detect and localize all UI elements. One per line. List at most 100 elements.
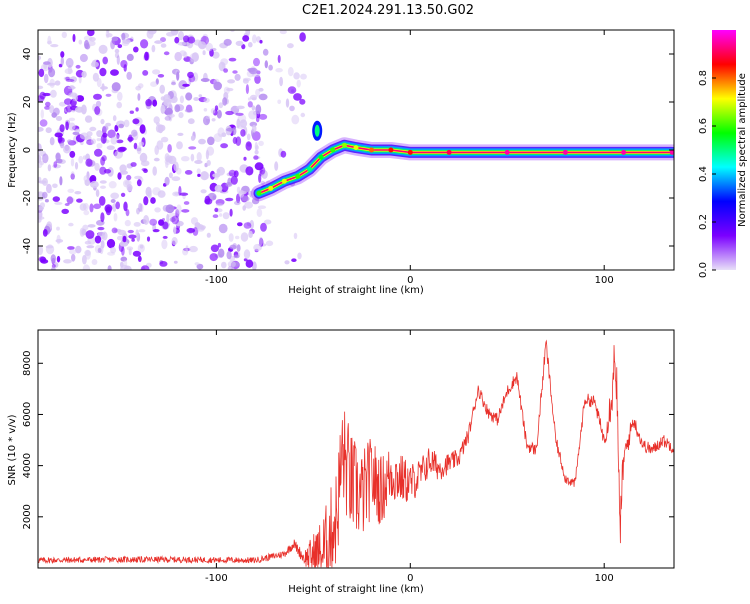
noise-blob: [87, 224, 96, 228]
noise-blob: [223, 38, 232, 46]
noise-blob: [68, 222, 74, 227]
noise-blob: [119, 241, 129, 247]
noise-blob: [64, 98, 72, 105]
noise-blob: [110, 69, 119, 76]
noise-blob: [55, 158, 63, 164]
signal-trace-point: [407, 149, 413, 155]
noise-blob: [246, 133, 251, 141]
noise-blob: [243, 258, 248, 262]
noise-blob: [76, 198, 83, 203]
noise-blob: [99, 67, 107, 77]
noise-blob: [126, 71, 132, 80]
noise-blob: [94, 162, 100, 171]
noise-blob: [114, 48, 120, 54]
noise-blob: [78, 155, 84, 164]
noise-blob: [161, 239, 168, 250]
noise-blob: [72, 131, 80, 136]
noise-blob: [193, 97, 200, 101]
noise-blob: [257, 205, 267, 209]
noise-blob: [254, 162, 264, 171]
noise-blob: [127, 229, 134, 234]
noise-blob: [183, 51, 188, 59]
noise-blob: [187, 36, 196, 44]
noise-blob: [63, 259, 72, 264]
noise-blob: [287, 86, 297, 94]
noise-blob: [118, 123, 124, 129]
noise-blob: [173, 161, 179, 172]
noise-blob: [52, 196, 60, 202]
noise-blob: [139, 203, 144, 213]
noise-blob: [277, 54, 281, 64]
noise-blob: [245, 166, 254, 176]
noise-blob: [237, 222, 243, 227]
noise-blob: [209, 253, 218, 262]
noise-blob: [177, 132, 184, 136]
noise-blob: [171, 215, 180, 225]
noise-blob: [136, 179, 142, 187]
noise-blob: [233, 254, 240, 259]
noise-blob: [168, 155, 177, 165]
noise-blob: [38, 206, 45, 211]
spectrogram-x-axis-label: Height of straight line (km): [288, 285, 424, 296]
noise-blob: [84, 39, 89, 49]
noise-blob: [89, 126, 97, 132]
snr-y-tick-label: 8000: [22, 351, 33, 376]
noise-blob: [154, 40, 163, 44]
spectrogram-y-tick-label: -40: [22, 238, 33, 254]
noise-blob: [82, 224, 89, 231]
noise-blob: [285, 98, 290, 108]
noise-blob: [144, 51, 149, 61]
noise-blob: [85, 158, 93, 167]
noise-blob: [111, 36, 119, 42]
noise-blob: [253, 57, 260, 67]
noise-blob: [242, 35, 250, 42]
noise-blob: [170, 30, 179, 36]
noise-blob: [47, 35, 52, 45]
noise-blob: [137, 243, 145, 253]
noise-blob: [190, 135, 195, 141]
colorbar-tick-label: 0.6: [698, 118, 709, 134]
noise-blob: [42, 229, 48, 237]
noise-blob: [99, 180, 107, 184]
snr-frame: [37, 329, 675, 569]
noise-blob: [248, 110, 257, 120]
noise-blob: [178, 112, 184, 119]
noise-blob: [243, 222, 252, 229]
colorbar: 0.0 0.2 0.4 0.6 0.8 Normalized spectral ampl…: [698, 30, 748, 278]
noise-blob: [203, 108, 208, 112]
noise-blob: [121, 32, 126, 41]
spectrogram-y-axis-label: Frequency (Hz): [7, 112, 18, 188]
noise-blob: [89, 37, 96, 42]
signal-trace-point: [318, 154, 324, 160]
noise-blob: [240, 232, 249, 242]
noise-blob: [174, 36, 180, 44]
spectrogram-plot-area: [38, 30, 674, 270]
noise-blob: [96, 138, 101, 142]
noise-blob: [169, 217, 176, 223]
noise-blob: [48, 67, 56, 78]
noise-blob: [228, 57, 237, 62]
noise-blob: [178, 31, 184, 41]
noise-blob: [66, 197, 75, 203]
noise-blob: [251, 73, 261, 77]
noise-blob: [51, 264, 56, 268]
signal-trace-point: [281, 178, 287, 184]
noise-blob: [287, 66, 294, 77]
noise-blob: [253, 243, 262, 252]
noise-blob: [61, 31, 67, 39]
noise-blob: [68, 117, 76, 122]
noise-blob: [216, 109, 222, 119]
noise-blob: [39, 119, 48, 127]
noise-blob: [174, 104, 181, 113]
noise-blob: [239, 119, 248, 128]
noise-blob: [254, 149, 259, 155]
noise-blob: [153, 116, 160, 124]
noise-blob: [164, 116, 171, 121]
noise-blob: [116, 101, 122, 109]
signal-trace-point: [388, 147, 394, 153]
noise-blob: [175, 210, 180, 221]
noise-blob: [249, 219, 254, 230]
noise-blob: [155, 124, 162, 133]
noise-blob: [262, 48, 269, 56]
noise-blob: [126, 53, 134, 61]
